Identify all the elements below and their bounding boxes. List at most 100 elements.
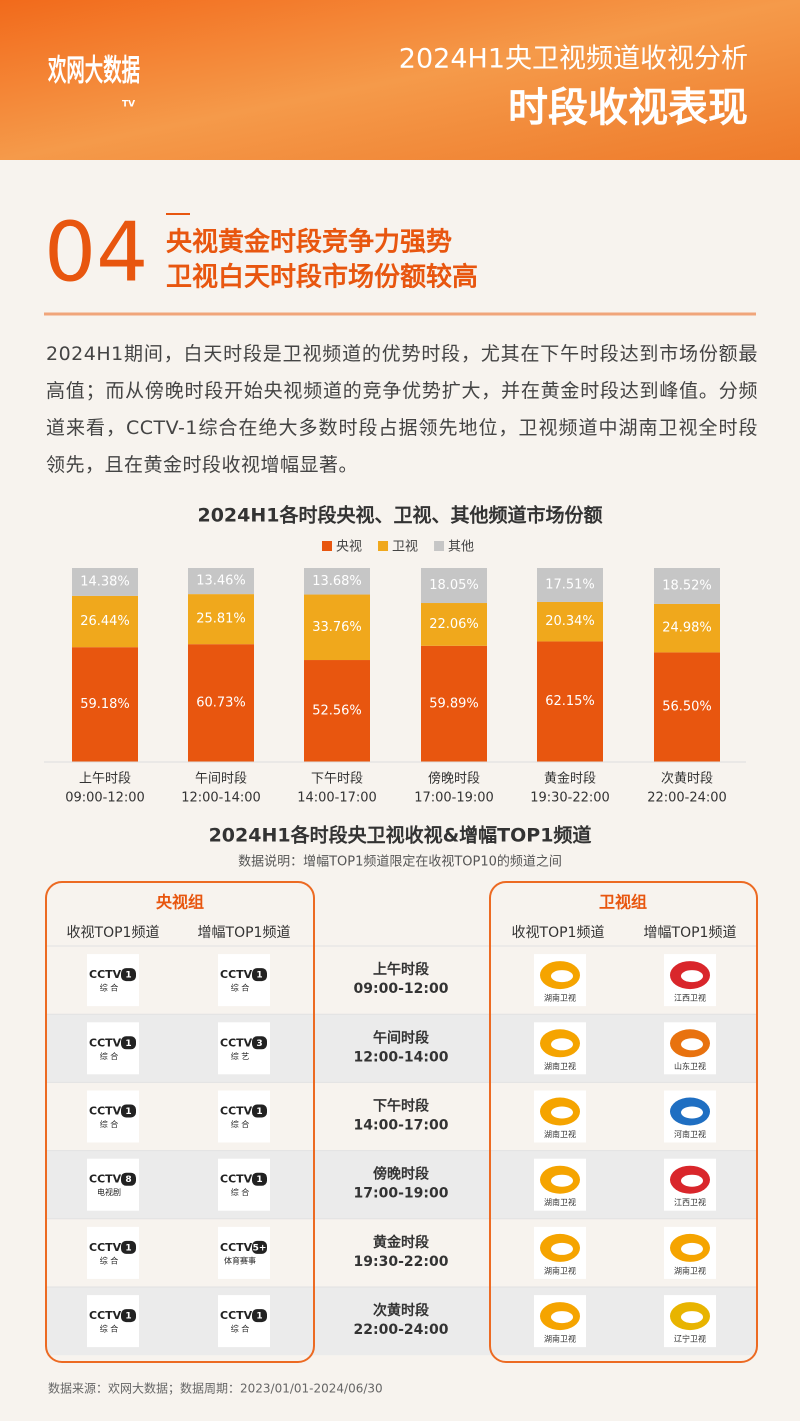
logo-badge: TV	[122, 100, 135, 110]
logo-num-bg	[121, 1240, 136, 1254]
x-tick-label: 14:00-17:00	[297, 791, 377, 806]
bar-segment	[188, 644, 254, 762]
channel-name: 综 合	[100, 1255, 119, 1265]
logo-text: CCTV	[89, 1173, 122, 1186]
row-stripe	[47, 1287, 756, 1356]
bar-segment	[421, 645, 487, 762]
value-label: 24.98%	[662, 621, 712, 636]
logo-num-bg	[121, 968, 136, 982]
x-tick-label: 17:00-19:00	[414, 791, 494, 806]
logo-num: 1	[125, 971, 131, 981]
logo-num: 1	[256, 1175, 262, 1185]
logo-text: CCTV	[89, 1241, 122, 1254]
logo-num-bg	[121, 1309, 136, 1323]
value-label: 62.15%	[545, 694, 595, 709]
slot-label: 上午时段	[373, 961, 429, 978]
logo-mark-inner	[551, 1174, 573, 1187]
value-label: 13.46%	[196, 574, 246, 589]
x-tick-label: 黄金时段	[544, 771, 596, 787]
slot-label: 次黄时段	[373, 1302, 429, 1319]
logo-num-bg	[252, 1172, 267, 1186]
footer: 数据来源：欢网大数据；数据周期：2023/01/01-2024/06/30	[48, 1381, 383, 1396]
bar-segment	[304, 568, 370, 595]
logo-num-bg	[252, 1104, 267, 1118]
logo-num-bg	[252, 968, 267, 982]
x-tick-label: 次黄时段	[661, 771, 713, 787]
bar-segment	[537, 568, 603, 602]
channel-name: 综 合	[231, 1187, 250, 1197]
logo-num: 1	[125, 1107, 131, 1117]
slot-time: 19:30-22:00	[354, 1254, 449, 1270]
logo-mark-inner	[681, 970, 703, 983]
channel-name: 综 艺	[231, 1051, 250, 1061]
slot-time: 09:00-12:00	[354, 981, 449, 997]
logo-mark-inner	[551, 1242, 573, 1255]
bar-segment	[654, 603, 720, 653]
channel-name: 综 合	[231, 1324, 250, 1334]
value-label: 22.06%	[429, 617, 479, 632]
logo-num-bg	[121, 1172, 136, 1186]
legend-swatch	[378, 541, 389, 551]
logo-num-bg	[252, 1240, 267, 1254]
channel-name: 山东卫视	[674, 1061, 706, 1071]
group-title: 央视组	[156, 893, 204, 912]
logo: 欢网大数据	[47, 54, 140, 89]
bar-segment	[188, 594, 254, 645]
x-tick-label: 下午时段	[311, 772, 363, 787]
channel-name: 综 合	[100, 1051, 119, 1061]
channel-name: 湖南卫视	[544, 1197, 576, 1207]
channel-name: 湖南卫视	[544, 1334, 576, 1344]
logo-mark-inner	[551, 1106, 573, 1119]
slot-time: 22:00-24:00	[354, 1322, 449, 1338]
value-label: 17.51%	[545, 577, 595, 592]
column-header: 收视TOP1频道	[67, 925, 160, 941]
logo-mark-inner	[551, 970, 573, 983]
x-tick-label: 09:00-12:00	[65, 791, 145, 806]
bar-segment	[654, 652, 720, 762]
bar-segment	[537, 641, 603, 762]
logo-num: 1	[256, 1312, 262, 1322]
bar-segment	[72, 595, 138, 648]
value-label: 56.50%	[662, 700, 712, 715]
logo-text: CCTV	[220, 1309, 253, 1322]
bar-segment	[304, 660, 370, 762]
logo-num: 5+	[253, 1243, 267, 1253]
logo-num: 8	[125, 1175, 131, 1185]
logo-text: CCTV	[220, 1105, 253, 1118]
row-stripe	[47, 1014, 756, 1083]
channel-name: 江西卫视	[674, 993, 706, 1003]
bar-segment	[421, 568, 487, 604]
value-label: 14.38%	[80, 574, 130, 589]
logo-num: 1	[256, 971, 262, 981]
logo-mark-inner	[681, 1174, 703, 1187]
logo-mark-inner	[551, 1038, 573, 1051]
x-tick-label: 22:00-24:00	[647, 791, 727, 806]
logo-mark-inner	[681, 1311, 703, 1324]
bar-segment	[654, 568, 720, 604]
group-box	[489, 881, 758, 1363]
intro-text: 2024H1期间，白天时段是卫视频道的优势时段，尤其在下午时段达到市场份额最高值…	[46, 343, 758, 476]
logo-num: 1	[125, 1312, 131, 1322]
value-label: 20.34%	[545, 614, 595, 629]
logo-num-bg	[252, 1036, 267, 1050]
column-header: 增幅TOP1频道	[644, 925, 737, 941]
header-title: 2024H1央卫视频道收视分析	[399, 44, 748, 75]
legend-label: 卫视	[392, 540, 418, 555]
chart-title: 2024H1各时段央视、卫视、其他频道市场份额	[197, 504, 602, 527]
logo-mark-inner	[681, 1242, 703, 1255]
value-label: 18.52%	[662, 578, 712, 593]
group-title: 卫视组	[599, 893, 647, 912]
logo-mark-inner	[681, 1106, 703, 1119]
channel-name: 江西卫视	[674, 1197, 706, 1207]
headline: 卫视白天时段市场份额较高	[166, 262, 478, 293]
header-bg	[0, 0, 800, 160]
x-tick-label: 午间时段	[195, 772, 247, 787]
value-label: 25.81%	[196, 612, 246, 627]
value-label: 59.18%	[80, 697, 130, 712]
logo-mark-inner	[551, 1311, 573, 1324]
logo-num-bg	[121, 1104, 136, 1118]
slot-time: 14:00-17:00	[354, 1118, 449, 1134]
legend-swatch	[434, 541, 445, 551]
